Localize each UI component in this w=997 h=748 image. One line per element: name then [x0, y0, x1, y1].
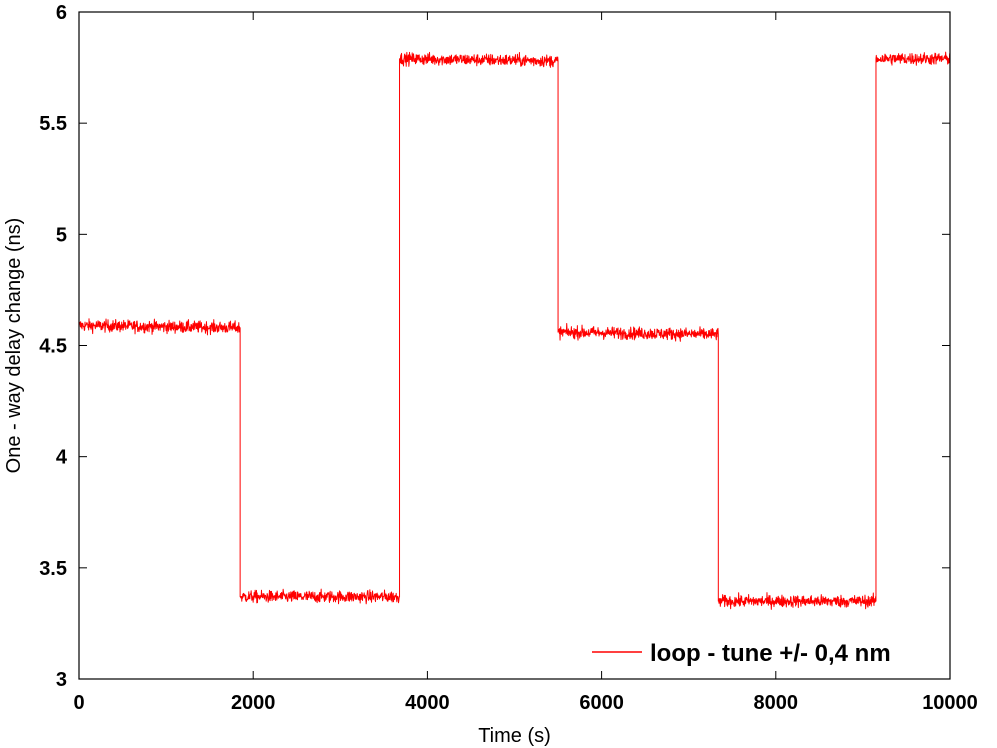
- y-axis-label: One - way delay change (ns): [3, 218, 25, 474]
- x-tick-label: 2000: [231, 692, 276, 714]
- y-tick-label: 5: [56, 224, 67, 246]
- x-tick-label: 6000: [579, 692, 624, 714]
- y-tick-label: 4: [56, 447, 68, 469]
- plot-area: [78, 51, 951, 610]
- x-tick-label: 0: [73, 692, 84, 714]
- x-tick-label: 4000: [405, 692, 450, 714]
- legend-label: loop - tune +/- 0,4 nm: [650, 640, 891, 667]
- x-tick-label: 10000: [922, 692, 978, 714]
- y-tick-label: 4.5: [39, 336, 67, 358]
- series-line: [78, 51, 951, 610]
- y-tick-label: 3: [56, 669, 67, 691]
- y-tick-label: 6: [56, 2, 67, 24]
- x-tick-label: 8000: [754, 692, 799, 714]
- y-tick-label: 3.5: [39, 558, 67, 580]
- legend: loop - tune +/- 0,4 nm: [592, 640, 891, 667]
- axis-ticks: 0 2000 4000 6000 8000 10000 3 3.5 4 4.5 5 5.5 6: [39, 2, 978, 714]
- y-tick-label: 5.5: [39, 113, 67, 135]
- x-axis-label: Time (s): [478, 725, 551, 747]
- plot-frame: [78, 11, 951, 680]
